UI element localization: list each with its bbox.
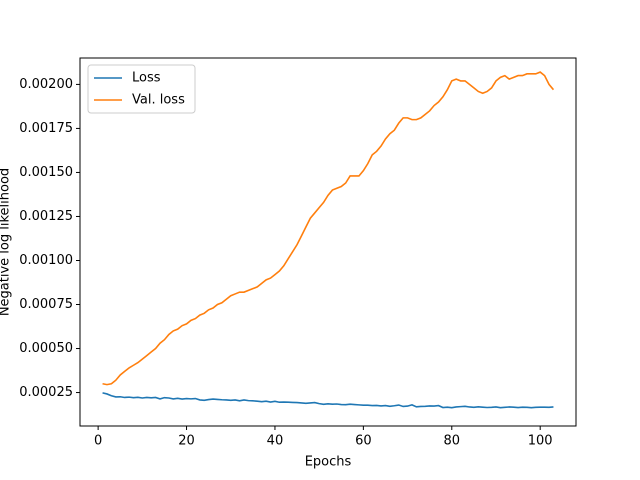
y-tick-label: 0.00050 <box>19 341 73 356</box>
y-tick-label: 0.00075 <box>19 297 73 312</box>
y-tick-label: 0.00100 <box>19 253 73 268</box>
y-tick-label: 0.00150 <box>19 165 73 180</box>
x-tick-label: 20 <box>178 434 195 449</box>
y-tick-label: 0.00200 <box>19 77 73 92</box>
x-axis-label: Epochs <box>305 455 352 470</box>
x-tick-label: 0 <box>94 434 102 449</box>
y-tick-label: 0.00175 <box>19 121 73 136</box>
legend-box <box>87 64 196 114</box>
x-tick-label: 60 <box>355 434 372 449</box>
line-series <box>102 71 555 386</box>
x-tick-label: 40 <box>267 434 284 449</box>
plot-frame <box>79 57 577 427</box>
y-tick-label: 0.00025 <box>19 385 73 400</box>
x-tick-label: 100 <box>528 434 553 449</box>
legend-label: Val. loss <box>132 93 185 108</box>
line-series <box>102 392 554 409</box>
y-tick-label: 0.00125 <box>19 209 73 224</box>
y-axis-label: Negative log likelihood <box>0 168 13 316</box>
x-tick-label: 80 <box>444 434 461 449</box>
legend-label: Loss <box>132 71 161 86</box>
